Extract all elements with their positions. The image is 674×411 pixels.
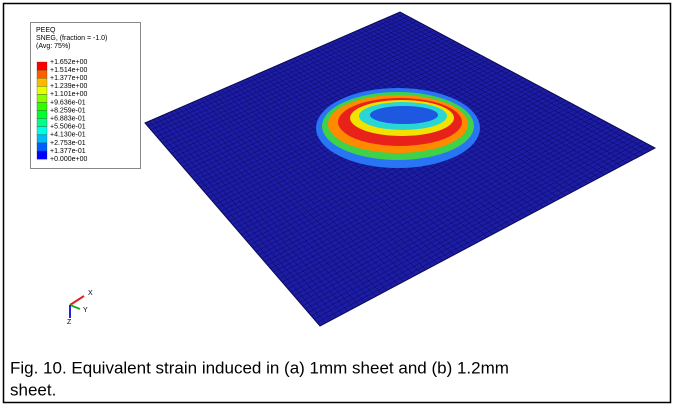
legend-label: +2.753e-01: [50, 140, 86, 147]
legend-swatch: [37, 70, 47, 78]
legend-swatch: [37, 62, 47, 70]
caption-line: Fig. 10. Equivalent strain induced in (a…: [10, 358, 509, 377]
legend-swatch: [37, 127, 47, 135]
legend-title: SNEG, (fraction = -1.0): [36, 35, 107, 42]
contour-inner: [370, 106, 438, 124]
triad-z-label: Z: [67, 319, 72, 326]
legend-swatch: [37, 119, 47, 127]
legend-label: +1.652e+00: [50, 59, 87, 66]
triad-x-label: X: [88, 290, 93, 297]
legend-swatch: [37, 143, 47, 151]
triad-y-label: Y: [83, 307, 88, 314]
legend-swatch: [37, 111, 47, 119]
legend-label: +1.239e+00: [50, 83, 87, 90]
legend-label: +1.377e+00: [50, 75, 87, 82]
deformed-region: [316, 88, 480, 168]
legend-swatch: [37, 151, 47, 159]
legend-swatch: [37, 103, 47, 111]
legend-swatch: [37, 135, 47, 143]
legend-label: +4.130e-01: [50, 132, 86, 139]
legend-label: +1.101e+00: [50, 91, 87, 98]
legend-label: +8.259e-01: [50, 107, 86, 114]
legend-label: +6.883e-01: [50, 116, 86, 123]
legend-label: +1.514e+00: [50, 67, 87, 74]
legend-label: +5.506e-01: [50, 124, 86, 131]
figure: PEEQSNEG, (fraction = -1.0)(Avg: 75%) +1.…: [0, 0, 674, 406]
legend-label: +0.000e+00: [50, 156, 87, 163]
legend-label: +9.636e-01: [50, 99, 86, 106]
legend-swatch: [37, 94, 47, 102]
legend-title: PEEQ: [36, 27, 56, 34]
legend-title: (Avg: 75%): [36, 43, 71, 50]
legend-swatch: [37, 86, 47, 94]
legend-label: +1.377e-01: [50, 148, 86, 155]
caption-line: sheet.: [10, 380, 56, 399]
legend-swatch: [37, 78, 47, 86]
